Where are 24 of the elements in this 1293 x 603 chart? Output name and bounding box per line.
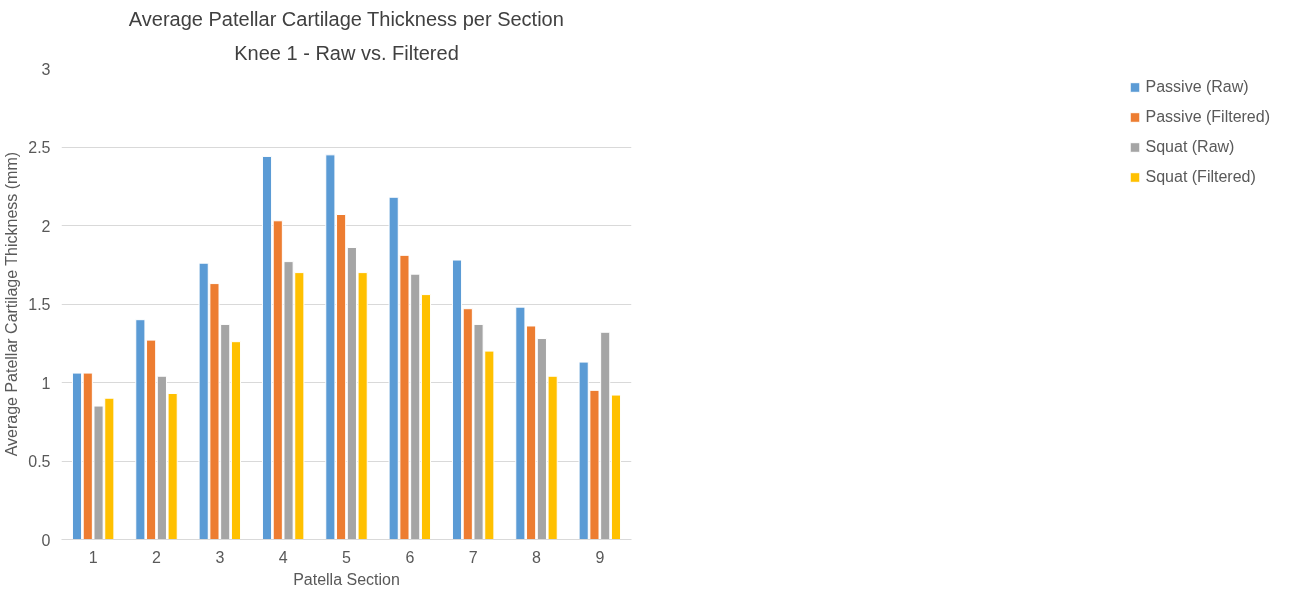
x-tick-label: 1: [88, 548, 98, 566]
legend-label: Squat (Filtered): [1145, 168, 1256, 186]
legend-label: Squat (Raw): [1145, 138, 1235, 156]
x-tick-label: 9: [595, 548, 605, 566]
x-tick-label: 2: [152, 548, 162, 566]
y-tick-label: 0: [41, 531, 51, 549]
x-axis-title: Patella Section: [293, 570, 400, 588]
x-tick-label: 5: [342, 548, 352, 566]
x-tick-label: 3: [215, 548, 225, 566]
chart-subtitle: Knee 1 - Raw vs. Filtered: [234, 41, 459, 64]
x-tick-label: 6: [405, 548, 415, 566]
legend-label: Passive (Raw): [1145, 78, 1249, 96]
y-tick-label: 3: [41, 60, 51, 78]
y-tick-label: 2.5: [28, 139, 51, 156]
x-tick-label: 7: [468, 548, 478, 566]
y-axis-title: Average Patellar Cartilage Thickness (mm): [3, 151, 21, 457]
x-tick-label: 8: [532, 548, 542, 566]
y-tick-label: 1: [41, 374, 51, 392]
y-tick-label: 2: [41, 217, 51, 235]
y-tick-label: 1.5: [28, 296, 51, 313]
x-tick-label: 4: [278, 548, 288, 566]
chart-title: Average Patellar Cartilage Thickness per Section: [128, 7, 564, 30]
legend-label: Passive (Filtered): [1145, 108, 1270, 126]
y-tick-label: 0.5: [28, 453, 51, 470]
